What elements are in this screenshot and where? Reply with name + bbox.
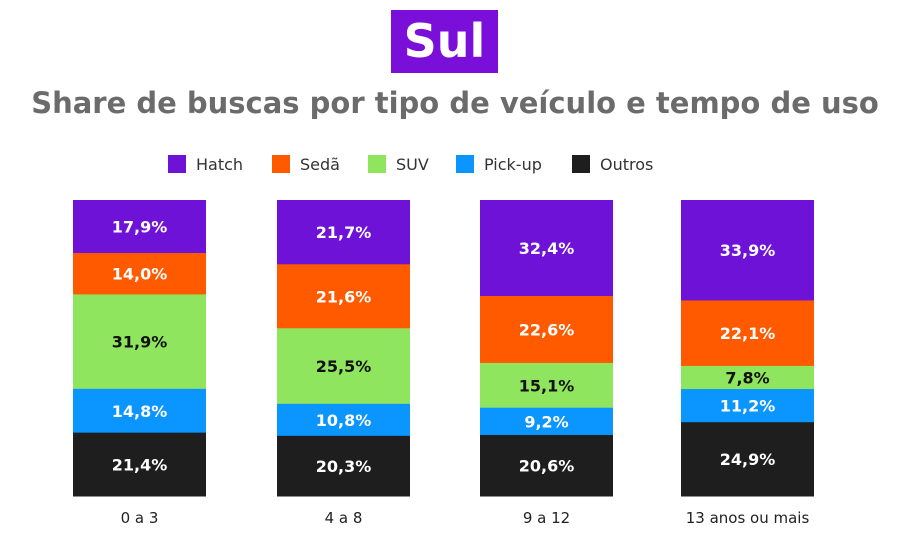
- legend-label-outros: Outros: [600, 154, 654, 174]
- legend-item-hatch: Hatch: [168, 152, 243, 176]
- category-label-4: 13 anos ou mais: [686, 509, 810, 527]
- legend-label-seda: Sedã: [300, 154, 340, 174]
- legend-swatch-hatch: [168, 155, 186, 173]
- bar-segment-hatch-1: [73, 200, 206, 254]
- data-label-seda-4: 22,1%: [720, 324, 776, 343]
- legend-label-hatch: Hatch: [196, 154, 244, 174]
- data-label-pick-up-2: 10,8%: [316, 411, 372, 430]
- bar-segment-suv-3: [480, 362, 613, 409]
- legend-item-suv: SUV: [368, 152, 429, 176]
- bar-segment-suv-2: [277, 328, 410, 405]
- data-label-pick-up-3: 9,2%: [524, 412, 568, 431]
- legend-item-seda: Sedã: [272, 152, 340, 176]
- bar-segment-seda-4: [681, 300, 814, 367]
- category-label-2: 4 a 8: [325, 509, 363, 527]
- bar-segment-seda-2: [277, 264, 410, 329]
- legend-swatch-outros: [572, 155, 590, 173]
- bar-segment-hatch-2: [277, 200, 410, 265]
- region-badge: Sul: [391, 10, 498, 73]
- data-label-outros-1: 21,4%: [112, 455, 168, 474]
- data-label-pick-up-1: 14,8%: [112, 402, 168, 421]
- legend-label-suv: SUV: [396, 154, 429, 174]
- legend-item-outros: Outros: [572, 152, 653, 176]
- bar-segment-pick-up-3: [480, 407, 613, 436]
- bar-segment-seda-1: [73, 252, 206, 295]
- chart-title: Share de buscas por tipo de veículo e te…: [31, 86, 879, 120]
- bar-segment-seda-3: [480, 296, 613, 364]
- data-label-outros-4: 24,9%: [720, 450, 776, 469]
- data-label-outros-3: 20,6%: [519, 456, 575, 475]
- bar-segment-outros-2: [277, 435, 410, 497]
- bar-segment-outros-4: [681, 422, 814, 497]
- data-label-seda-2: 21,6%: [316, 287, 372, 306]
- category-label-1: 0 a 3: [121, 509, 159, 527]
- category-label-3: 9 a 12: [523, 509, 570, 527]
- data-label-pick-up-4: 11,2%: [720, 397, 776, 416]
- bar-segment-hatch-3: [480, 200, 613, 297]
- legend-swatch-suv: [368, 155, 386, 173]
- data-label-hatch-1: 17,9%: [112, 217, 168, 236]
- data-label-hatch-4: 33,9%: [720, 241, 776, 260]
- legend-label-pickup: Pick-up: [484, 154, 542, 174]
- bar-segment-suv-4: [681, 365, 814, 390]
- legend-swatch-seda: [272, 155, 290, 173]
- data-label-outros-2: 20,3%: [316, 457, 372, 476]
- data-label-suv-4: 7,8%: [725, 368, 769, 387]
- data-label-hatch-2: 21,7%: [316, 223, 372, 242]
- bar-segment-suv-1: [73, 294, 206, 390]
- bar-segment-outros-3: [480, 434, 613, 497]
- bar-segment-hatch-4: [681, 200, 814, 301]
- data-label-suv-1: 31,9%: [112, 333, 168, 352]
- legend-swatch-pickup: [456, 155, 474, 173]
- data-label-suv-3: 15,1%: [519, 376, 575, 395]
- bar-segment-pick-up-1: [73, 388, 206, 434]
- legend: Hatch Sedã SUV Pick-up Outros: [0, 152, 910, 176]
- bar-segment-pick-up-4: [681, 389, 814, 423]
- data-label-suv-2: 25,5%: [316, 357, 372, 376]
- data-label-seda-1: 14,0%: [112, 265, 168, 284]
- data-label-seda-3: 22,6%: [519, 320, 575, 339]
- data-label-hatch-3: 32,4%: [519, 239, 575, 258]
- bar-segment-outros-1: [73, 432, 206, 497]
- legend-item-pickup: Pick-up: [456, 152, 542, 176]
- bar-segment-pick-up-2: [277, 403, 410, 437]
